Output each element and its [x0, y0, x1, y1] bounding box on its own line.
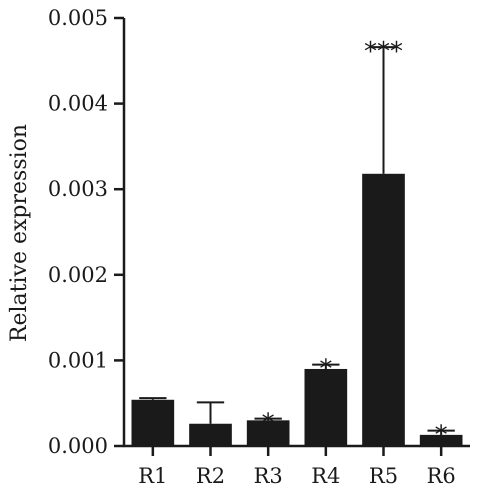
- bars: ******: [131, 37, 463, 451]
- bar-R4: [304, 368, 348, 446]
- x-tick-label: R6: [427, 464, 456, 488]
- significance-marker-R5: ***: [364, 37, 403, 67]
- y-tick-label: 0.001: [48, 348, 108, 372]
- bar-R5: [362, 173, 405, 447]
- x-tick-label: R2: [196, 464, 225, 488]
- y-axis-title: Relative expression: [7, 124, 32, 342]
- x-axis: R1 R2 R3 R4 R5 R6: [123, 444, 470, 488]
- bar-R3: [246, 420, 290, 446]
- significance-marker-R4: *: [319, 355, 332, 385]
- y-tick-label: 0.003: [48, 177, 108, 201]
- bar-R2: [189, 423, 232, 446]
- x-tick-label: R5: [369, 464, 398, 488]
- x-tick-label: R4: [311, 464, 340, 488]
- y-tick-label: 0.002: [48, 263, 108, 287]
- y-tick-label: 0.000: [48, 434, 108, 458]
- y-tick-label: 0.005: [48, 6, 108, 30]
- bar-R6: [419, 434, 463, 446]
- bar-R1: [131, 399, 175, 446]
- significance-marker-R6: *: [435, 421, 448, 451]
- x-tick-label: R1: [138, 464, 167, 488]
- y-axis: 0.000 0.001 0.002 0.003 0.004 0.005: [48, 6, 126, 458]
- y-tick-label: 0.004: [48, 92, 108, 116]
- x-tick-label: R3: [254, 464, 283, 488]
- significance-marker-R3: *: [262, 409, 275, 439]
